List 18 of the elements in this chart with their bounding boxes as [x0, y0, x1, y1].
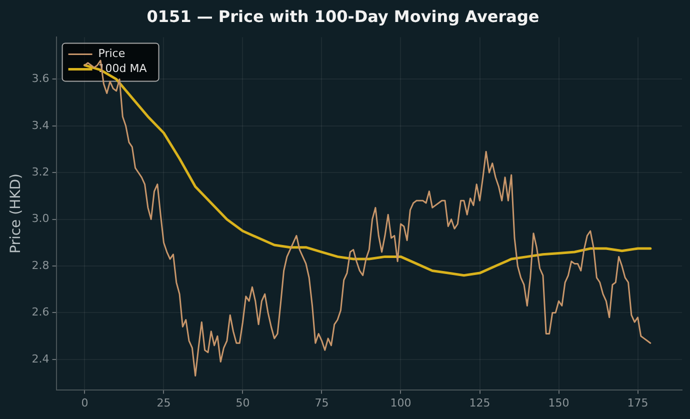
y-tick-label: 3.2 — [32, 165, 50, 178]
y-tick-label: 2.8 — [32, 258, 50, 272]
y-tick-label: 3.0 — [32, 212, 50, 226]
y-axis-title: Price (HKD) — [8, 173, 24, 254]
x-tick-label: 175 — [627, 396, 648, 410]
x-tick-label: 125 — [469, 396, 490, 410]
x-tick-label: 75 — [314, 396, 329, 410]
x-tick-label: 100 — [390, 396, 412, 410]
y-tick-label: 3.4 — [32, 118, 50, 132]
x-tick-label: 0 — [81, 396, 88, 410]
y-tick-label: 2.6 — [32, 306, 50, 319]
y-tick-label: 2.4 — [32, 352, 50, 366]
x-tick-label: 25 — [156, 396, 171, 410]
x-tick-label: 50 — [236, 396, 250, 410]
y-tick-label: 3.6 — [32, 72, 50, 86]
chart-title: 0151 — Price with 100-Day Moving Average — [146, 6, 540, 26]
x-tick-label: 150 — [548, 396, 570, 410]
legend-label: Price — [98, 47, 126, 60]
